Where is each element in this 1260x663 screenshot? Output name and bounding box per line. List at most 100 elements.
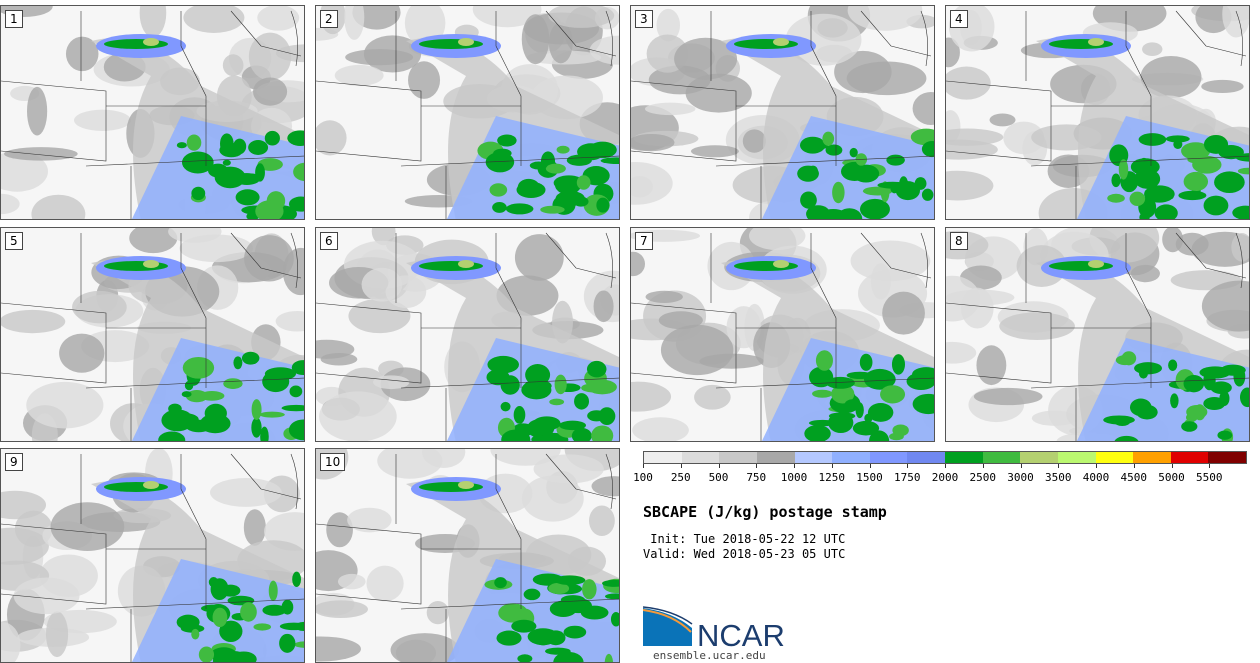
cape-contour: [259, 411, 285, 418]
cape-contour: [366, 565, 404, 602]
site-url: ensemble.ucar.edu: [653, 649, 766, 662]
cape-contour: [293, 641, 304, 648]
cape-contour: [560, 595, 586, 605]
cape-contour: [808, 419, 837, 427]
postage-stamp-panel: 8: [945, 227, 1250, 442]
cape-contour: [275, 311, 304, 332]
cape-contour: [1154, 204, 1178, 219]
cape-contour: [316, 600, 368, 619]
cape-contour: [886, 154, 905, 166]
cape-contour: [248, 32, 292, 81]
cape-contour: [880, 385, 906, 404]
cape-contour: [1168, 359, 1178, 371]
cape-contour: [694, 384, 731, 410]
cape-contour: [748, 228, 806, 251]
postage-stamp-panel: 10: [315, 448, 620, 663]
cape-contour: [408, 61, 441, 99]
cape-contour: [545, 163, 566, 174]
cape-contour: [337, 573, 366, 590]
cape-contour: [1107, 193, 1125, 203]
cape-contour: [812, 389, 833, 398]
cape-contour: [185, 389, 208, 403]
cape-contour: [289, 385, 303, 398]
cape-contour: [347, 507, 392, 533]
cape-contour: [1237, 167, 1249, 175]
postage-stamp-panel: 3: [630, 5, 935, 220]
cape-contour: [826, 376, 855, 389]
cape-contour: [517, 654, 533, 662]
cape-contour: [540, 205, 565, 214]
postage-stamp-panel: 1: [0, 5, 305, 220]
cape-contour: [563, 625, 587, 639]
cape-contour: [846, 61, 927, 96]
cape-contour: [586, 360, 607, 378]
cape-contour: [555, 190, 585, 207]
cape-contour: [605, 593, 619, 600]
cape-contour: [587, 379, 617, 395]
cape-contour: [1178, 190, 1207, 201]
cape-contour: [223, 378, 243, 390]
cape-contour: [214, 166, 246, 189]
cape-contour: [831, 384, 855, 404]
cape-contour: [523, 588, 541, 601]
tick-mark: [794, 464, 795, 468]
colorbar-segment: [644, 452, 682, 463]
tick-label: 250: [670, 471, 691, 484]
tick-mark: [982, 464, 984, 468]
colorbar-segment: [794, 452, 833, 463]
cape-contour: [910, 128, 934, 146]
cape-contour: [604, 653, 614, 662]
cape-contour: [548, 6, 615, 28]
cape-contour: [1186, 404, 1208, 420]
cape-contour: [171, 413, 199, 426]
cape-contour: [869, 430, 890, 441]
cape-contour: [797, 165, 819, 182]
cape-contour: [511, 619, 537, 633]
cape-contour: [521, 380, 552, 400]
cape-contour: [485, 151, 515, 173]
cape-contour: [390, 633, 460, 662]
cape-contour: [1192, 155, 1222, 174]
sbcape-map: [946, 6, 1249, 219]
cape-contour: [1201, 79, 1244, 94]
cape-contour: [799, 136, 826, 154]
tick-mark: [1171, 464, 1173, 468]
cape-contour: [1201, 280, 1249, 332]
cape-contour: [1214, 171, 1245, 194]
cape-contour: [1118, 159, 1129, 180]
cape-contour: [946, 170, 994, 201]
cape-contour: [233, 356, 243, 370]
cape-contour: [859, 198, 890, 219]
panel-number: 6: [320, 232, 338, 250]
cape-contour: [1144, 185, 1175, 203]
cape-contour: [559, 420, 587, 431]
cape-contour: [1115, 355, 1135, 366]
cape-contour: [222, 159, 231, 166]
cape-contour: [489, 183, 508, 197]
cape-contour: [422, 449, 466, 468]
cape-contour: [158, 431, 186, 441]
cape-contour: [1129, 191, 1146, 207]
cape-contour: [912, 92, 934, 125]
cape-contour: [825, 144, 843, 156]
cape-contour: [27, 86, 48, 136]
ncar-logo: NCAR: [642, 606, 793, 653]
cape-contour: [610, 612, 619, 627]
tick-mark: [1096, 464, 1097, 468]
tick-mark: [1209, 464, 1211, 468]
chart-title: SBCAPE (J/kg) postage stamp: [643, 503, 887, 521]
cape-contour: [806, 205, 831, 219]
cape-contour: [1003, 121, 1045, 155]
cape-contour: [279, 633, 296, 653]
cape-contour: [1222, 6, 1249, 38]
tick-label: 100: [633, 471, 653, 484]
cape-contour: [326, 512, 353, 548]
cape-contour: [660, 324, 734, 376]
panel-number: 9: [5, 453, 23, 471]
cape-contour: [1165, 135, 1190, 143]
tick-label: 1750: [894, 471, 921, 484]
cape-contour: [556, 145, 570, 154]
cape-contour: [181, 391, 192, 398]
colorbar-segment: [681, 452, 720, 463]
cape-contour: [976, 345, 1007, 386]
